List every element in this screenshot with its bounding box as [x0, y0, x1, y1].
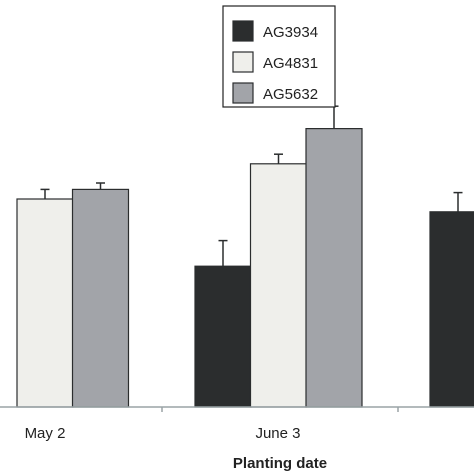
legend-swatch	[232, 20, 254, 42]
bar-ag4831	[16, 198, 74, 408]
bar-ag3934	[194, 265, 252, 408]
legend-swatch	[232, 82, 254, 104]
bar-ag5632	[71, 188, 130, 408]
bar-ag5632	[305, 128, 363, 408]
error-bar	[40, 188, 50, 199]
error-bar	[218, 239, 228, 267]
x-tick-label: May 2	[25, 425, 66, 442]
x-tick-label: June 3	[255, 425, 300, 442]
error-bar	[329, 105, 339, 129]
error-bar	[453, 191, 463, 212]
error-bar	[96, 182, 105, 190]
x-axis-title: Planting date	[233, 455, 327, 472]
bar-ag3934	[429, 211, 474, 408]
legend-label: AG3934	[263, 24, 318, 41]
error-bar	[274, 153, 283, 164]
legend-swatch	[232, 51, 254, 73]
legend: AG3934 AG4831 AG5632	[222, 5, 336, 108]
bar-ag4831	[249, 163, 308, 408]
x-tick-labels: May 2 June 3	[25, 425, 301, 442]
legend-label: AG4831	[263, 55, 318, 72]
bars-layer	[16, 105, 474, 408]
x-axis	[0, 406, 474, 412]
legend-label: AG5632	[263, 86, 318, 103]
